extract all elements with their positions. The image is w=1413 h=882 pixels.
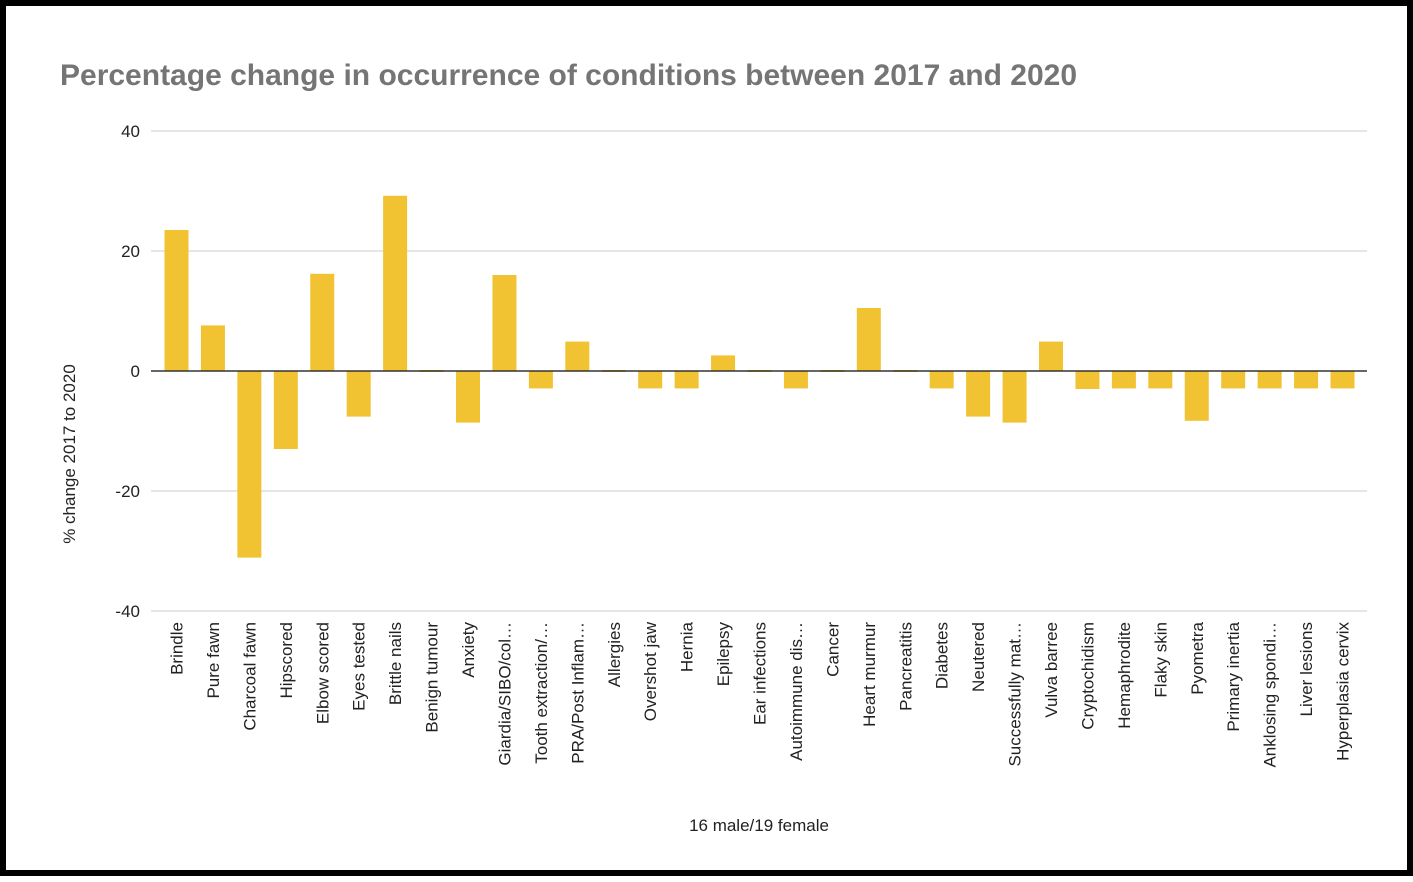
x-tick-label: Anklosing spondi… — [1261, 622, 1280, 768]
bar — [1257, 371, 1282, 389]
x-tick-label: Hemaphrodite — [1115, 622, 1134, 729]
x-tick-label: Primary inertia — [1224, 621, 1243, 731]
x-tick-label: Ear infections — [751, 622, 770, 725]
x-tick-label: Tooth extraction/… — [532, 622, 551, 764]
bar — [565, 341, 590, 371]
bar — [1148, 371, 1173, 389]
bar — [674, 371, 699, 389]
x-tick-label: Cryptochidism — [1078, 622, 1097, 730]
x-tick-label: Neutered — [969, 622, 988, 692]
x-tick-label: Giardia/SIBO/col… — [495, 622, 514, 766]
bar — [456, 371, 480, 423]
x-tick-label: Pure fawn — [204, 622, 223, 699]
x-tick-label: Autoimmune dis… — [787, 622, 806, 761]
chart-title: Percentage change in occurrence of condi… — [60, 59, 1077, 92]
x-axis-labels: Brindle Pure fawn Charcoal fawn Hipscored El… — [168, 621, 1353, 767]
y-tick-label: 0 — [131, 362, 140, 381]
x-tick-label: Pancreatitis — [896, 622, 915, 711]
x-tick-label: Pyometra — [1188, 621, 1207, 694]
bar-chart: Percentage change in occurrence of condi… — [60, 59, 1367, 835]
x-tick-label: Allergies — [605, 622, 624, 687]
bar — [1330, 371, 1355, 389]
bar — [1002, 371, 1027, 423]
x-tick-label: Hipscored — [277, 622, 296, 699]
bar — [492, 275, 517, 371]
x-tick-label: Cancer — [823, 622, 842, 677]
bar — [711, 355, 736, 371]
x-tick-label: Elbow scored — [313, 622, 332, 724]
bar — [237, 371, 262, 558]
x-tick-label: Brindle — [168, 622, 187, 675]
bar — [638, 371, 663, 389]
bar — [1221, 371, 1246, 389]
bar — [929, 371, 954, 389]
x-tick-label: Eyes tested — [350, 622, 369, 711]
x-tick-label: Brittle nails — [386, 622, 405, 705]
bar — [164, 230, 189, 371]
y-axis-ticks: 40 20 0 -20 -40 — [115, 122, 140, 621]
y-tick-label: -20 — [115, 482, 140, 501]
bar — [1184, 371, 1209, 421]
bar — [346, 371, 371, 417]
x-tick-label: Vulva barree — [1042, 622, 1061, 718]
x-tick-label: Hernia — [678, 621, 697, 672]
x-tick-label: Overshot jaw — [641, 621, 660, 721]
bar — [383, 195, 408, 371]
x-tick-label: Diabetes — [933, 622, 952, 689]
x-tick-label: Flaky skin — [1151, 622, 1170, 698]
bar — [528, 371, 553, 389]
bar — [200, 325, 225, 371]
bar — [273, 371, 298, 449]
x-tick-label: PRA/Post Inflam… — [568, 622, 587, 764]
y-tick-label: 40 — [121, 122, 140, 141]
bar — [783, 371, 808, 389]
y-tick-label: -40 — [115, 602, 140, 621]
bar — [1294, 371, 1319, 389]
y-axis-title: % change 2017 to 2020 — [60, 364, 79, 544]
x-tick-label: Benign tumour — [423, 622, 442, 733]
x-tick-label: Charcoal fawn — [240, 622, 259, 731]
x-axis-title: 16 male/19 female — [689, 816, 829, 835]
bar — [856, 308, 881, 371]
x-tick-label: Liver lesions — [1297, 622, 1316, 717]
x-tick-label: Heart murmur — [860, 622, 879, 727]
x-tick-label: Anxiety — [459, 622, 478, 678]
x-tick-label: Successfully mat… — [1006, 622, 1025, 767]
x-tick-label: Epilepsy — [714, 622, 733, 687]
bars — [164, 195, 1355, 558]
bar — [1039, 341, 1063, 371]
y-tick-label: 20 — [121, 242, 140, 261]
x-tick-label: Hyperplasia cervix — [1334, 622, 1353, 761]
bar — [1075, 371, 1100, 389]
bar — [966, 371, 991, 417]
bar — [1111, 371, 1136, 389]
bar — [310, 273, 335, 371]
